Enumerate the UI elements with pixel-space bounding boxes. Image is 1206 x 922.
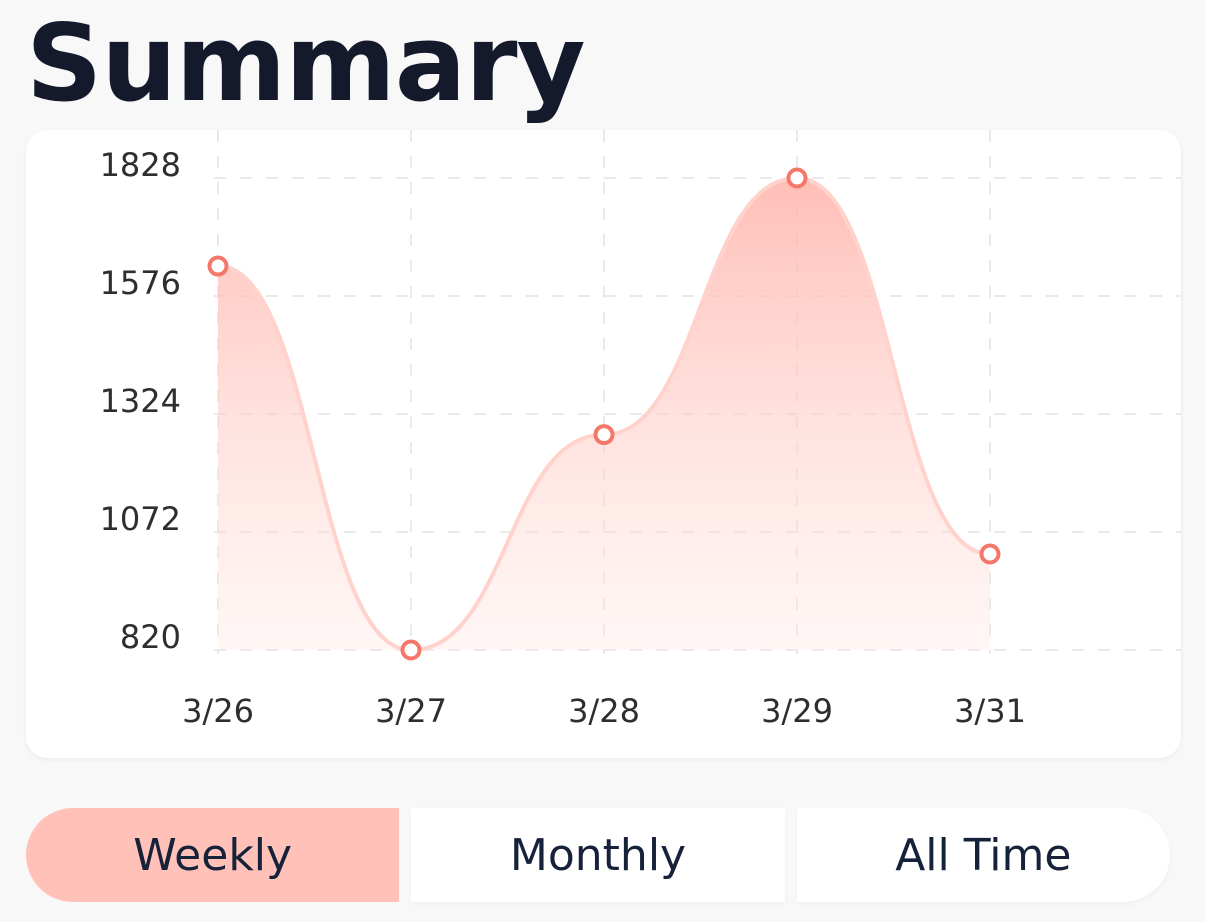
- y-tick-label: 1324: [100, 382, 181, 420]
- series-area-fill: [218, 178, 990, 650]
- y-tick-label: 1576: [100, 264, 181, 302]
- data-point[interactable]: [786, 167, 808, 189]
- summary-line-chart: 820 1072 1324 1576 1828 3/26 3/27 3/28 3/29 3/31: [100, 130, 1181, 730]
- data-point[interactable]: [593, 424, 615, 446]
- x-tick-label: 3/28: [568, 692, 640, 730]
- period-selector: Weekly Monthly All Time: [26, 808, 1170, 902]
- period-option-monthly[interactable]: Monthly: [411, 808, 785, 902]
- data-point[interactable]: [979, 543, 1001, 565]
- y-tick-label: 820: [120, 618, 181, 656]
- y-tick-label: 1072: [100, 500, 181, 538]
- x-tick-label: 3/31: [954, 692, 1026, 730]
- period-option-weekly[interactable]: Weekly: [26, 808, 400, 902]
- x-tick-label: 3/29: [761, 692, 833, 730]
- period-option-all-time[interactable]: All Time: [796, 808, 1170, 902]
- data-point[interactable]: [400, 639, 422, 661]
- x-tick-label: 3/26: [182, 692, 254, 730]
- x-axis-ticks: 3/26 3/27 3/28 3/29 3/31: [182, 692, 1026, 730]
- x-tick-label: 3/27: [375, 692, 447, 730]
- chart-area-layer: [218, 178, 990, 650]
- y-tick-label: 1828: [100, 146, 181, 184]
- data-point[interactable]: [207, 255, 229, 277]
- chart-card: 820 1072 1324 1576 1828 3/26 3/27 3/28 3/29 3/31: [26, 130, 1181, 758]
- y-axis-ticks: 820 1072 1324 1576 1828: [100, 146, 181, 656]
- chart-points: [207, 167, 1001, 661]
- page-title: Summary: [26, 2, 586, 125]
